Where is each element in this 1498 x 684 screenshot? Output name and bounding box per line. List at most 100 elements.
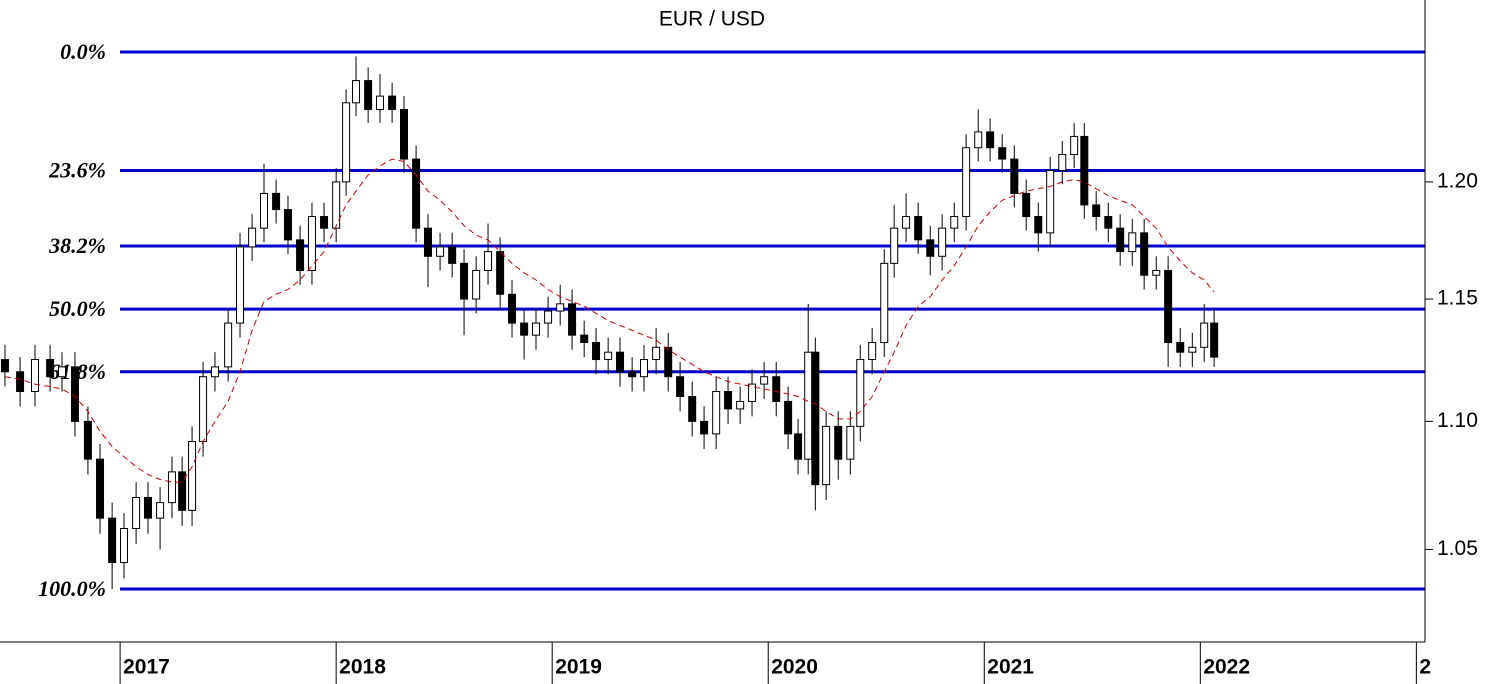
candle-body: [224, 322, 233, 368]
candle-body: [986, 131, 995, 149]
candle: [224, 308, 233, 382]
candle: [926, 225, 935, 276]
candle-body: [332, 181, 341, 229]
candle: [332, 168, 341, 243]
candle-body: [320, 216, 329, 229]
candle-body: [412, 158, 421, 229]
candle: [794, 418, 803, 475]
candle: [248, 214, 257, 262]
candle-body: [46, 359, 55, 378]
candle: [998, 134, 1007, 173]
candle-body: [712, 391, 721, 435]
candle-body: [700, 420, 709, 435]
candle-body: [296, 239, 305, 271]
candle: [472, 256, 481, 314]
candle: [1116, 214, 1125, 266]
candle-body: [96, 458, 105, 519]
candle-body: [962, 147, 971, 218]
candle-body: [846, 425, 855, 460]
candle-body: [352, 80, 361, 104]
candle-body: [784, 400, 793, 435]
candle: [423, 214, 432, 288]
candle-body: [664, 346, 673, 378]
candle-body: [772, 376, 781, 402]
candle-body: [260, 192, 269, 229]
candle-body: [1152, 269, 1161, 276]
x-tick-label: 2018: [339, 656, 386, 679]
candle-body: [178, 471, 187, 511]
candle: [616, 337, 625, 387]
candle-body: [120, 528, 129, 564]
candle-body: [423, 227, 432, 257]
candle: [736, 386, 745, 424]
candle: [436, 232, 445, 271]
x-tick-label: 2019: [555, 656, 602, 679]
candle-body: [998, 147, 1007, 160]
candle: [120, 512, 129, 579]
candle-body: [811, 351, 820, 486]
candle: [664, 332, 673, 392]
candle-body: [926, 239, 935, 257]
candle-body: [364, 80, 373, 110]
candle-body: [1188, 346, 1197, 353]
candle: [1200, 303, 1209, 362]
candle: [96, 443, 105, 534]
candle-body: [868, 341, 877, 361]
fib-label: 50.0%: [49, 296, 106, 321]
candle-body: [156, 502, 165, 519]
candle-body: [307, 216, 316, 271]
candle: [822, 411, 831, 501]
candle: [520, 308, 529, 360]
moving-average-line: [4, 158, 1215, 483]
candle-body: [399, 108, 408, 160]
candle-body: [1092, 204, 1101, 218]
candle-body: [856, 359, 865, 427]
candle: [1092, 191, 1101, 231]
candle: [178, 456, 187, 526]
candle: [856, 344, 865, 442]
candle: [1046, 156, 1055, 247]
candle-body: [484, 251, 493, 271]
candle-body: [0, 359, 9, 373]
candle: [0, 344, 9, 387]
candle-body: [804, 351, 813, 460]
candle: [676, 361, 685, 412]
candle: [531, 308, 540, 350]
x-tick-label: 2: [1419, 656, 1431, 679]
candle: [700, 406, 709, 450]
x-tick-label: 2022: [1203, 656, 1250, 679]
candle-body: [448, 246, 457, 264]
candle: [1152, 256, 1161, 290]
candle: [342, 89, 351, 196]
candle: [592, 327, 601, 375]
candle-body: [388, 95, 397, 110]
candle-body: [1058, 154, 1067, 171]
candle-body: [676, 376, 685, 397]
candle: [880, 249, 889, 358]
candle-body: [472, 269, 481, 300]
candle-body: [834, 425, 843, 460]
candle: [352, 56, 361, 117]
candle: [188, 426, 197, 526]
candle-body: [283, 209, 292, 241]
candle-body: [914, 216, 923, 241]
candle: [902, 193, 911, 243]
candle: [652, 327, 661, 375]
candle: [1164, 256, 1173, 367]
candle-body: [1210, 322, 1219, 358]
candle: [307, 202, 316, 285]
candle-body: [436, 246, 445, 257]
candle: [156, 487, 165, 550]
candle-body: [580, 334, 589, 343]
candle: [46, 344, 55, 392]
candle-body: [640, 359, 649, 378]
candle-body: [794, 433, 803, 460]
candle: [1022, 179, 1031, 231]
candle: [950, 202, 959, 243]
candle-body: [1070, 135, 1079, 156]
candle: [364, 67, 373, 123]
candle-body: [592, 341, 601, 361]
candle: [1128, 218, 1137, 266]
candle-body: [1010, 158, 1019, 194]
candle-body: [1116, 227, 1125, 253]
